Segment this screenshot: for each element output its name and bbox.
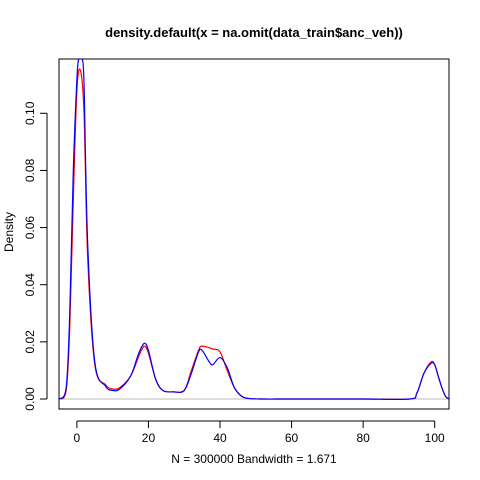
- chart-title: density.default(x = na.omit(data_train$a…: [105, 25, 403, 40]
- x-axis-label: N = 300000 Bandwidth = 1.671: [171, 452, 337, 466]
- y-tick-label: 0.10: [23, 101, 37, 125]
- density-line-2: [59, 59, 449, 401]
- density-line-1: [59, 68, 449, 401]
- y-tick-label: 0.02: [23, 330, 37, 354]
- axes: 0 20 40 60 80 100 0.00 0.02 0.04 0.06 0.08 0.10: [23, 101, 449, 445]
- plot-frame: [58, 58, 450, 410]
- y-tick-label: 0.04: [23, 273, 37, 297]
- y-tick-label: 0.00: [23, 387, 37, 411]
- x-tick-label: 80: [356, 431, 370, 445]
- x-tick-label: 0: [74, 431, 81, 445]
- y-tick-label: 0.06: [23, 216, 37, 240]
- x-tick-label: 60: [285, 431, 299, 445]
- x-tick-label: 100: [425, 431, 445, 445]
- y-axis-label: Density: [2, 212, 16, 252]
- density-lines: [59, 59, 449, 401]
- y-tick-label: 0.08: [23, 158, 37, 182]
- x-tick-label: 40: [213, 431, 227, 445]
- x-tick-label: 20: [142, 431, 156, 445]
